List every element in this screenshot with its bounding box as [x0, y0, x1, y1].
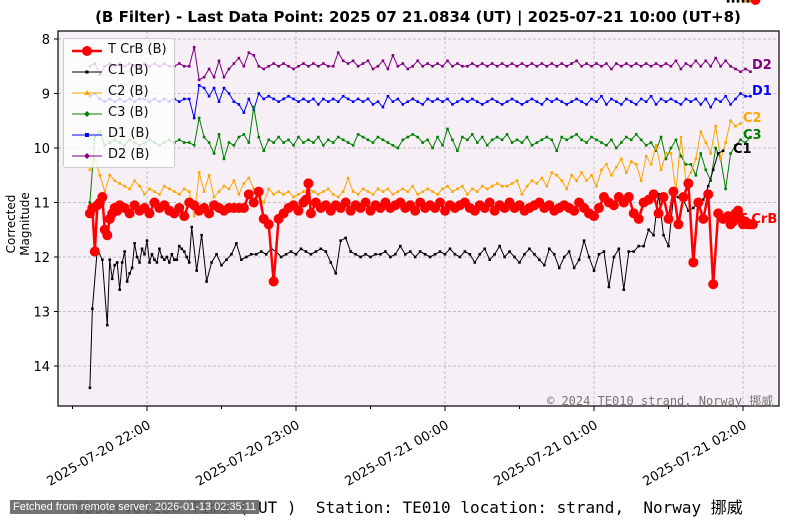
y-axis-label: Corrected Magnitude — [4, 192, 32, 256]
svg-text:12: 12 — [33, 251, 50, 266]
svg-text:9: 9 — [42, 88, 50, 103]
series-layer — [84, 0, 761, 390]
series-end-label-tcrb: T CrB — [738, 212, 778, 227]
legend-marker-icon — [72, 153, 102, 159]
series-end-label-c1: C1 — [733, 142, 752, 157]
svg-text:10: 10 — [33, 142, 50, 157]
series-end-label-d2: D2 — [752, 58, 772, 73]
legend-marker-icon — [72, 70, 102, 74]
legend-marker-icon — [72, 46, 102, 56]
series-end-label-c2: C2 — [743, 111, 762, 126]
legend-marker-icon — [72, 111, 102, 117]
svg-text:11: 11 — [33, 197, 50, 212]
svg-text:8: 8 — [42, 33, 50, 48]
legend-marker-icon — [72, 133, 102, 137]
series-end-label-c3: C3 — [743, 128, 762, 143]
legend-marker-icon — [72, 90, 102, 95]
x-axis-ticks — [72, 406, 744, 411]
fetched-overlay: Fetched from remote server: 2026-01-13 0… — [10, 500, 260, 514]
copyright-watermark: © 2024 TE010 strand, Norway 挪威 — [547, 394, 774, 408]
chart-title: (B Filter) - Last Data Point: 2025 07 21… — [95, 8, 741, 26]
svg-text:13: 13 — [33, 306, 50, 321]
y-axis-ticks: 8 9 10 11 12 13 14 — [33, 33, 58, 375]
svg-text:14: 14 — [33, 360, 50, 375]
plot-frame — [57, 30, 780, 407]
series-end-label-d1: D1 — [752, 84, 772, 99]
legend: T CrB (B) C1 (B) C2 (B) C3 (B) D1 (B) D2… — [63, 38, 175, 168]
